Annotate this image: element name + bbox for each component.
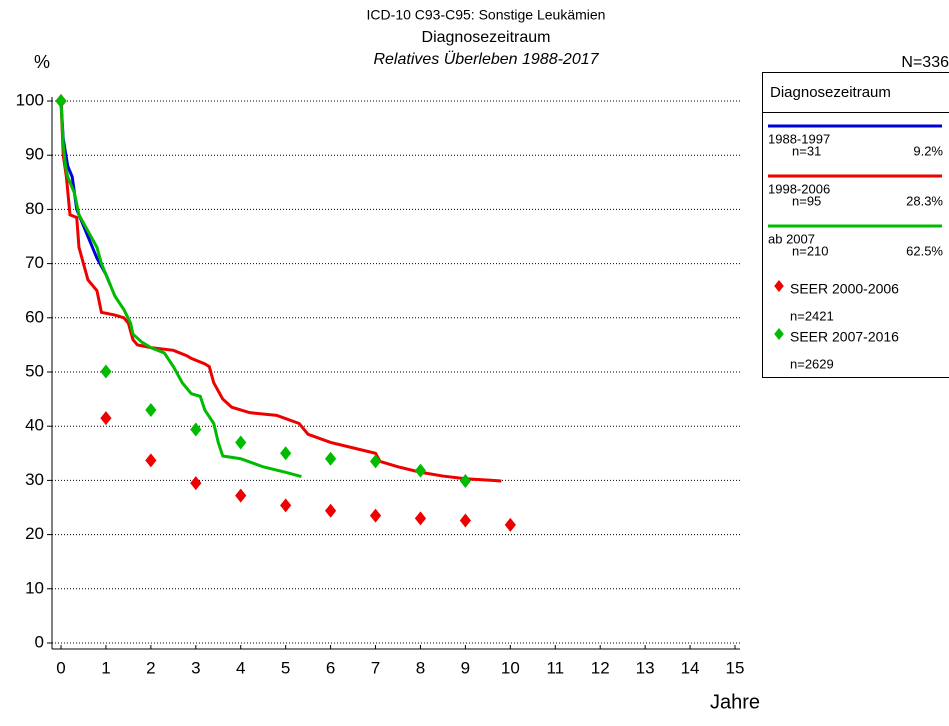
y-tick-label: 20	[25, 524, 44, 543]
y-tick-label: 70	[25, 253, 44, 272]
seer-point	[235, 435, 247, 450]
y-tick-label: 50	[25, 361, 44, 380]
x-tick-label: 12	[591, 658, 610, 677]
seer-point	[235, 488, 247, 503]
legend-label: ab 2007	[768, 231, 815, 246]
y-tick-label: 30	[25, 470, 44, 489]
seer-point	[55, 94, 67, 108]
survival-line	[59, 100, 302, 479]
seer-point	[145, 402, 157, 417]
seer-point	[369, 508, 382, 523]
legend-count: n=210	[792, 243, 829, 258]
seer-point	[414, 463, 427, 478]
legend-share: 9.2%	[913, 143, 943, 158]
chart-title: ICD-10 C93-C95: Sonstige Leukämien	[367, 7, 606, 23]
x-tick-label: 2	[146, 658, 155, 677]
legend-share: 28.3%	[906, 193, 943, 208]
seer-point	[190, 476, 202, 491]
total-label: N=336	[901, 54, 949, 71]
x-tick-label: 7	[371, 658, 380, 677]
legend-count: n=2421	[790, 308, 834, 323]
seer-point	[504, 517, 516, 532]
seer-point	[190, 422, 202, 437]
x-tick-label: 9	[461, 658, 470, 677]
seer-point	[100, 411, 112, 426]
chart-subtitle: Diagnosezeitraum	[422, 29, 551, 46]
seer-point	[145, 453, 157, 468]
x-tick-label: 4	[236, 658, 245, 677]
legend-label: SEER 2000-2006	[790, 281, 899, 297]
x-tick-label: 14	[681, 658, 700, 677]
seer-point	[325, 451, 337, 466]
x-tick-label: 0	[56, 658, 65, 677]
seer-point	[459, 473, 471, 488]
y-tick-label: 80	[25, 199, 44, 218]
seer-point	[459, 513, 471, 528]
legend-title: Diagnosezeitraum	[770, 84, 891, 101]
legend-count: n=31	[792, 143, 821, 158]
legend-swatch	[774, 280, 784, 292]
legend-label: SEER 2007-2016	[790, 329, 899, 345]
x-tick-label: 10	[501, 658, 520, 677]
x-axis-label: Jahre	[710, 691, 760, 713]
x-tick-label: 13	[636, 658, 655, 677]
y-tick-label: 60	[25, 307, 44, 326]
seer-point	[280, 498, 292, 513]
x-tick-label: 15	[726, 658, 745, 677]
y-tick-label: 0	[35, 632, 44, 651]
legend-label: 1998-2006	[768, 181, 830, 196]
legend-swatch	[774, 328, 784, 340]
seer-point	[414, 511, 427, 526]
x-tick-label: 5	[281, 658, 290, 677]
x-tick-label: 1	[101, 658, 110, 677]
y-tick-label: 40	[25, 416, 44, 435]
legend-share: 62.5%	[906, 243, 943, 258]
x-tick-label: 6	[326, 658, 335, 677]
seer-point	[325, 503, 337, 518]
legend-count: n=2629	[790, 356, 834, 371]
legend-label: 1988-1997	[768, 131, 830, 146]
seer-point	[100, 364, 112, 379]
survival-line	[59, 100, 502, 483]
seer-point	[280, 446, 292, 461]
x-tick-label: 3	[191, 658, 200, 677]
seer-point	[369, 454, 382, 469]
chart-caption: Relatives Überleben 1988-2017	[373, 50, 599, 68]
legend-count: n=95	[792, 193, 821, 208]
y-tick-label: 10	[25, 578, 44, 597]
x-tick-label: 11	[546, 658, 564, 677]
y-tick-label: 100	[16, 90, 44, 109]
y-axis-label: %	[34, 52, 50, 72]
y-tick-label: 90	[25, 145, 44, 164]
x-tick-label: 8	[416, 658, 425, 677]
